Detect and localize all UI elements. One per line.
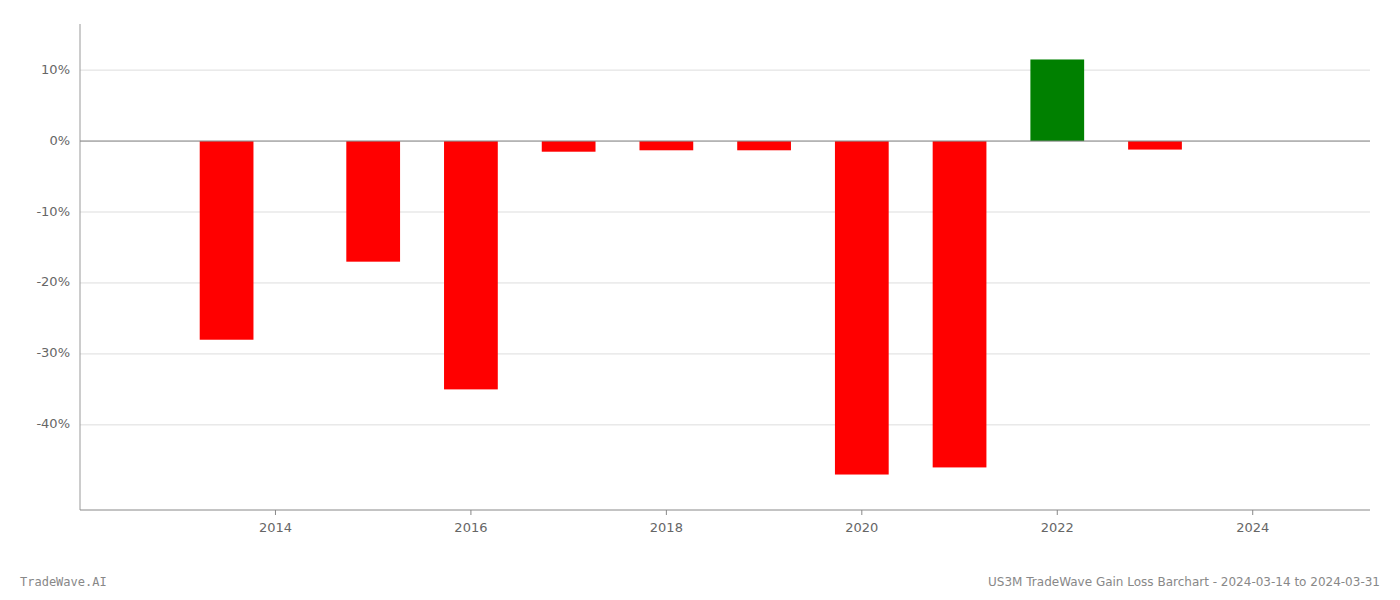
bar — [1128, 141, 1182, 150]
bar — [444, 141, 498, 389]
x-axis: 2014 2016 2018 2020 2022 2024 — [80, 510, 1370, 535]
x-tick-label: 2024 — [1236, 520, 1269, 535]
x-tick-label: 2014 — [259, 520, 292, 535]
y-tick-label: 0% — [49, 133, 70, 148]
x-tick-label: 2018 — [650, 520, 683, 535]
y-tick-label: -30% — [36, 345, 70, 360]
y-tick-label: -40% — [36, 416, 70, 431]
bar — [639, 141, 693, 150]
x-tick — [470, 510, 471, 515]
zero-line — [80, 141, 1370, 142]
bar — [542, 141, 596, 152]
x-tick-label: 2016 — [454, 520, 487, 535]
grid-line — [80, 353, 1370, 354]
chart: -40% -30% -20% -10% 0% 10% 2014 2016 2018 2020 202… — [0, 0, 1400, 600]
grid-line — [80, 424, 1370, 425]
x-axis-line — [80, 510, 1370, 511]
x-tick — [275, 510, 276, 515]
x-tick — [1252, 510, 1253, 515]
bar — [737, 141, 791, 150]
x-tick — [861, 510, 862, 515]
bar — [1030, 59, 1084, 141]
bars — [200, 59, 1182, 474]
grid-line — [80, 212, 1370, 213]
grid-line — [80, 70, 1370, 71]
bar — [200, 141, 254, 340]
footer-right: US3M TradeWave Gain Loss Barchart - 2024… — [988, 575, 1380, 589]
bar — [346, 141, 400, 262]
y-axis-line — [80, 24, 81, 510]
bar — [835, 141, 889, 474]
x-tick-label: 2022 — [1041, 520, 1074, 535]
grid — [80, 70, 1370, 425]
x-tick — [1057, 510, 1058, 515]
y-tick-label: -20% — [36, 274, 70, 289]
grid-line — [80, 141, 1370, 142]
footer-left: TradeWave.AI — [20, 575, 107, 589]
y-tick-label: 10% — [41, 62, 70, 77]
grid-line — [80, 282, 1370, 283]
x-tick — [666, 510, 667, 515]
y-tick-label: -10% — [36, 204, 70, 219]
page: {"chart_data": {"type": "bar", "x": [201… — [0, 0, 1400, 600]
x-tick-label: 2020 — [845, 520, 878, 535]
bar — [933, 141, 987, 467]
y-axis: -40% -30% -20% -10% 0% 10% — [36, 24, 80, 510]
